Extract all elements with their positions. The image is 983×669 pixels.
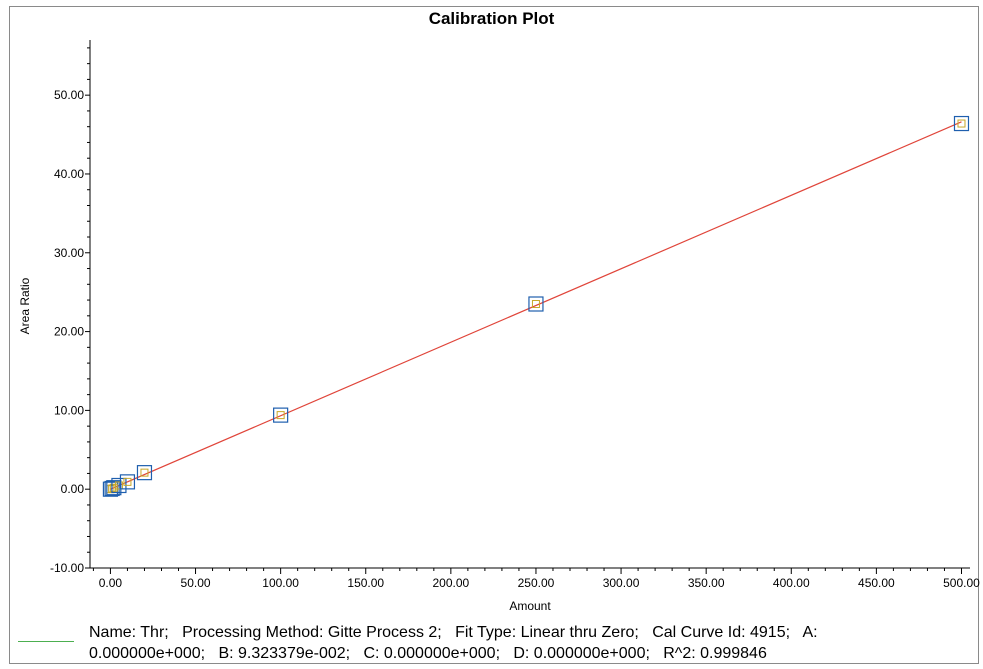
data-point — [528, 296, 544, 312]
x-tick-label: 400.00 — [773, 576, 810, 590]
data-point-inner-square — [109, 483, 118, 492]
data-point — [953, 115, 970, 132]
y-tick-label: 30.00 — [54, 246, 84, 260]
fit-line-layer — [110, 121, 962, 490]
data-point-outer-square — [953, 115, 970, 132]
data-point — [136, 465, 153, 481]
data-point-outer-square — [528, 296, 544, 312]
data-point-outer-square — [136, 465, 153, 481]
data-point-inner-square — [276, 411, 285, 420]
data-point-inner-square — [114, 481, 123, 490]
calibration-fit-line — [110, 121, 962, 490]
y-tick-label: 10.00 — [54, 403, 84, 417]
legend-text-line-2: 0.000000e+000; B: 9.323379e-002; C: 0.00… — [89, 645, 767, 662]
x-tick-label: 300.00 — [603, 576, 640, 590]
data-point-inner-square — [531, 300, 540, 308]
data-point-outer-square — [119, 474, 136, 490]
axes: -10.00 0.00 10.00 20.00 30.00 40.00 50.00 0.00 5… — [50, 40, 980, 590]
legend-text-line-1: Name: Thr; Processing Method: Gitte Proc… — [89, 624, 818, 641]
chart-frame — [9, 6, 979, 664]
y-tick-label: -10.00 — [50, 561, 84, 575]
x-tick-label: 0.00 — [99, 576, 123, 590]
x-tick-label: 50.00 — [181, 576, 211, 590]
chart-title: Calibration Plot — [428, 9, 555, 28]
x-tick-label: 100.00 — [262, 576, 299, 590]
data-point-inner-square — [140, 468, 149, 477]
data-point-outer-square — [273, 407, 289, 423]
x-tick-label: 500.00 — [943, 576, 980, 590]
data-point-inner-square — [123, 477, 132, 486]
data-point — [119, 474, 136, 490]
data-point — [273, 407, 289, 423]
x-tick-label: 450.00 — [858, 576, 895, 590]
x-tick-label: 200.00 — [432, 576, 469, 590]
x-axis-label: Amount — [509, 599, 551, 613]
y-axis-label: Area Ratio — [18, 277, 32, 334]
x-tick-label: 350.00 — [688, 576, 725, 590]
y-tick-label: 40.00 — [54, 167, 84, 181]
data-points-layer — [102, 115, 970, 497]
legend-series-line — [18, 641, 74, 642]
x-tick-label: 250.00 — [518, 576, 555, 590]
y-tick-label: 20.00 — [54, 325, 84, 339]
data-point-inner-square — [957, 119, 966, 128]
x-tick-label: 150.00 — [347, 576, 384, 590]
y-tick-label: 50.00 — [54, 88, 84, 102]
y-tick-label: 0.00 — [61, 482, 85, 496]
